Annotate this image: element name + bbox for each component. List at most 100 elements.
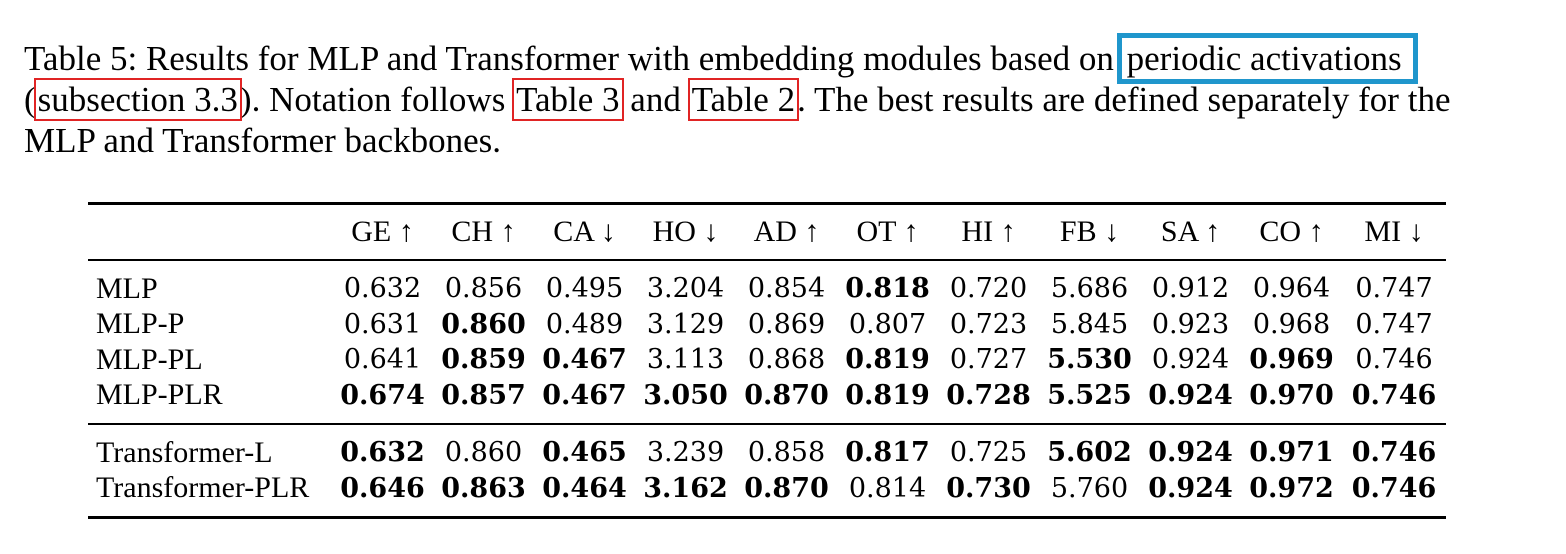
table-cell: 0.924 xyxy=(1148,379,1233,411)
bottom-rule xyxy=(88,516,1446,519)
table-cell: 5.760 xyxy=(1050,472,1129,504)
row-label: MLP-PL xyxy=(96,342,203,376)
table-caption: Table 5: Results for MLP and Transformer… xyxy=(24,33,1544,161)
table-cell: 0.727 xyxy=(949,344,1028,376)
table-cell: 0.817 xyxy=(845,437,930,469)
top-rule xyxy=(88,202,1446,205)
table-cell: 0.747 xyxy=(1355,273,1433,305)
caption-text: and xyxy=(621,80,690,119)
table-cell: 0.631 xyxy=(343,308,422,340)
table-cell: 0.970 xyxy=(1249,379,1334,411)
table-cell: 0.818 xyxy=(845,273,930,305)
column-header: CA ↓ xyxy=(553,215,616,248)
group-rule xyxy=(88,423,1446,425)
table-cell: 0.856 xyxy=(444,273,523,305)
table-cell: 0.746 xyxy=(1351,379,1437,411)
table-cell: 0.674 xyxy=(340,379,425,411)
table-cell: 3.204 xyxy=(646,273,725,305)
table-cell: 0.924 xyxy=(1148,472,1233,504)
table-cell: 0.968 xyxy=(1252,308,1331,340)
caption-text: ). Notation follows xyxy=(239,80,515,119)
table-cell: 0.819 xyxy=(845,379,930,411)
row-label: MLP-PLR xyxy=(96,378,223,412)
table-cell: 0.870 xyxy=(744,472,829,504)
table-cell: 0.924 xyxy=(1151,344,1230,376)
table-cell: 0.728 xyxy=(946,379,1031,411)
results-table: GE ↑ CH ↑ CA ↓ HO ↓ AD ↑ OT ↑ HI ↑ FB ↓ SA ↑ CO ↑… xyxy=(88,202,1446,519)
column-header: CH ↑ xyxy=(451,215,516,248)
column-header: HI ↑ xyxy=(961,215,1016,248)
table-cell: 0.923 xyxy=(1151,308,1230,340)
table-cell: 0.725 xyxy=(949,437,1028,469)
table-cell: 3.129 xyxy=(646,308,725,340)
table-cell: 3.239 xyxy=(646,437,725,469)
table-cell: 0.746 xyxy=(1351,437,1437,469)
table-cell: 0.863 xyxy=(441,472,526,504)
table-cell: 0.746 xyxy=(1351,472,1437,504)
transformer-group: Transformer-L 0.632 0.860 0.465 3.239 0.858 0.… xyxy=(88,425,1446,516)
row-label: Transformer-PLR xyxy=(96,471,310,505)
table-cell: 0.464 xyxy=(542,472,627,504)
table-3-link[interactable]: Table 3 xyxy=(512,78,624,121)
table-cell: 0.924 xyxy=(1148,437,1233,469)
table-cell: 0.814 xyxy=(848,472,927,504)
table-cell: 0.869 xyxy=(747,308,826,340)
table-cell: 0.870 xyxy=(744,379,829,411)
table-cell: 0.860 xyxy=(444,437,523,469)
column-header: HO ↓ xyxy=(652,215,719,248)
periodic-activations-link[interactable]: periodic activations xyxy=(1116,33,1418,84)
table-cell: 0.860 xyxy=(441,308,526,340)
caption-text: . The best results are defined separatel… xyxy=(797,80,1451,119)
table-cell: 0.467 xyxy=(542,344,627,376)
column-header: AD ↑ xyxy=(753,215,820,248)
caption-text: ( xyxy=(24,80,36,119)
header-cell-empty xyxy=(88,205,332,259)
table-row: MLP-PL 0.641 0.859 0.467 3.113 0.868 0.819 0.72… xyxy=(88,342,1446,378)
table-cell: 3.113 xyxy=(646,344,725,376)
table-cell: 0.746 xyxy=(1355,344,1433,376)
table-cell: 0.868 xyxy=(747,344,826,376)
caption-line-2: (subsection 3.3). Notation follows Table… xyxy=(24,78,1544,121)
header-row: GE ↑ CH ↑ CA ↓ HO ↓ AD ↑ OT ↑ HI ↑ FB ↓ SA ↑ CO ↑… xyxy=(88,205,1446,259)
table-cell: 0.632 xyxy=(340,437,425,469)
row-label: Transformer-L xyxy=(96,435,273,469)
table-row: Transformer-PLR 0.646 0.863 0.464 3.162 0.870… xyxy=(88,471,1446,517)
table-cell: 5.602 xyxy=(1047,437,1132,469)
caption-line-1: Table 5: Results for MLP and Transformer… xyxy=(24,33,1544,84)
table-row: MLP-P 0.631 0.860 0.489 3.129 0.869 0.807 0.723… xyxy=(88,307,1446,343)
table-row: MLP-PLR 0.674 0.857 0.467 3.050 0.870 0.819 0.7… xyxy=(88,378,1446,424)
table-cell: 0.495 xyxy=(545,273,624,305)
column-header: MI ↓ xyxy=(1364,215,1424,248)
table-cell: 5.530 xyxy=(1047,344,1132,376)
table-cell: 0.969 xyxy=(1249,344,1334,376)
table-cell: 0.858 xyxy=(747,437,826,469)
mlp-group: MLP 0.632 0.856 0.495 3.204 0.854 0.818 0.720 5.… xyxy=(88,261,1446,423)
table-row: Transformer-L 0.632 0.860 0.465 3.239 0.858 0.… xyxy=(88,425,1446,471)
table-cell: 0.859 xyxy=(441,344,526,376)
table-cell: 0.489 xyxy=(545,308,624,340)
row-label: MLP xyxy=(96,271,158,305)
table-cell: 0.641 xyxy=(343,344,422,376)
table-cell: 0.972 xyxy=(1249,472,1334,504)
table-cell: 0.632 xyxy=(343,273,422,305)
subsection-3-3-link[interactable]: subsection 3.3 xyxy=(33,78,242,121)
table-2-link[interactable]: Table 2 xyxy=(687,78,800,121)
table-cell: 0.723 xyxy=(949,308,1028,340)
table-cell: 0.646 xyxy=(340,472,425,504)
table-cell: 0.912 xyxy=(1151,273,1230,305)
table-cell: 5.525 xyxy=(1047,379,1132,411)
table-cell: 0.857 xyxy=(441,379,526,411)
table-cell: 0.720 xyxy=(949,273,1028,305)
column-header: OT ↑ xyxy=(856,215,919,248)
table-cell: 3.050 xyxy=(643,379,728,411)
column-header: GE ↑ xyxy=(351,215,414,248)
table-cell: 0.971 xyxy=(1249,437,1334,469)
table-cell: 0.465 xyxy=(542,437,627,469)
table-cell: 3.162 xyxy=(643,472,728,504)
table-cell: 0.964 xyxy=(1252,273,1331,305)
caption-line-3: MLP and Transformer backbones. xyxy=(24,121,501,160)
table-cell: 0.819 xyxy=(845,344,930,376)
table-cell: 5.845 xyxy=(1050,308,1129,340)
table-cell: 0.807 xyxy=(848,308,927,340)
column-header: FB ↓ xyxy=(1059,215,1120,248)
